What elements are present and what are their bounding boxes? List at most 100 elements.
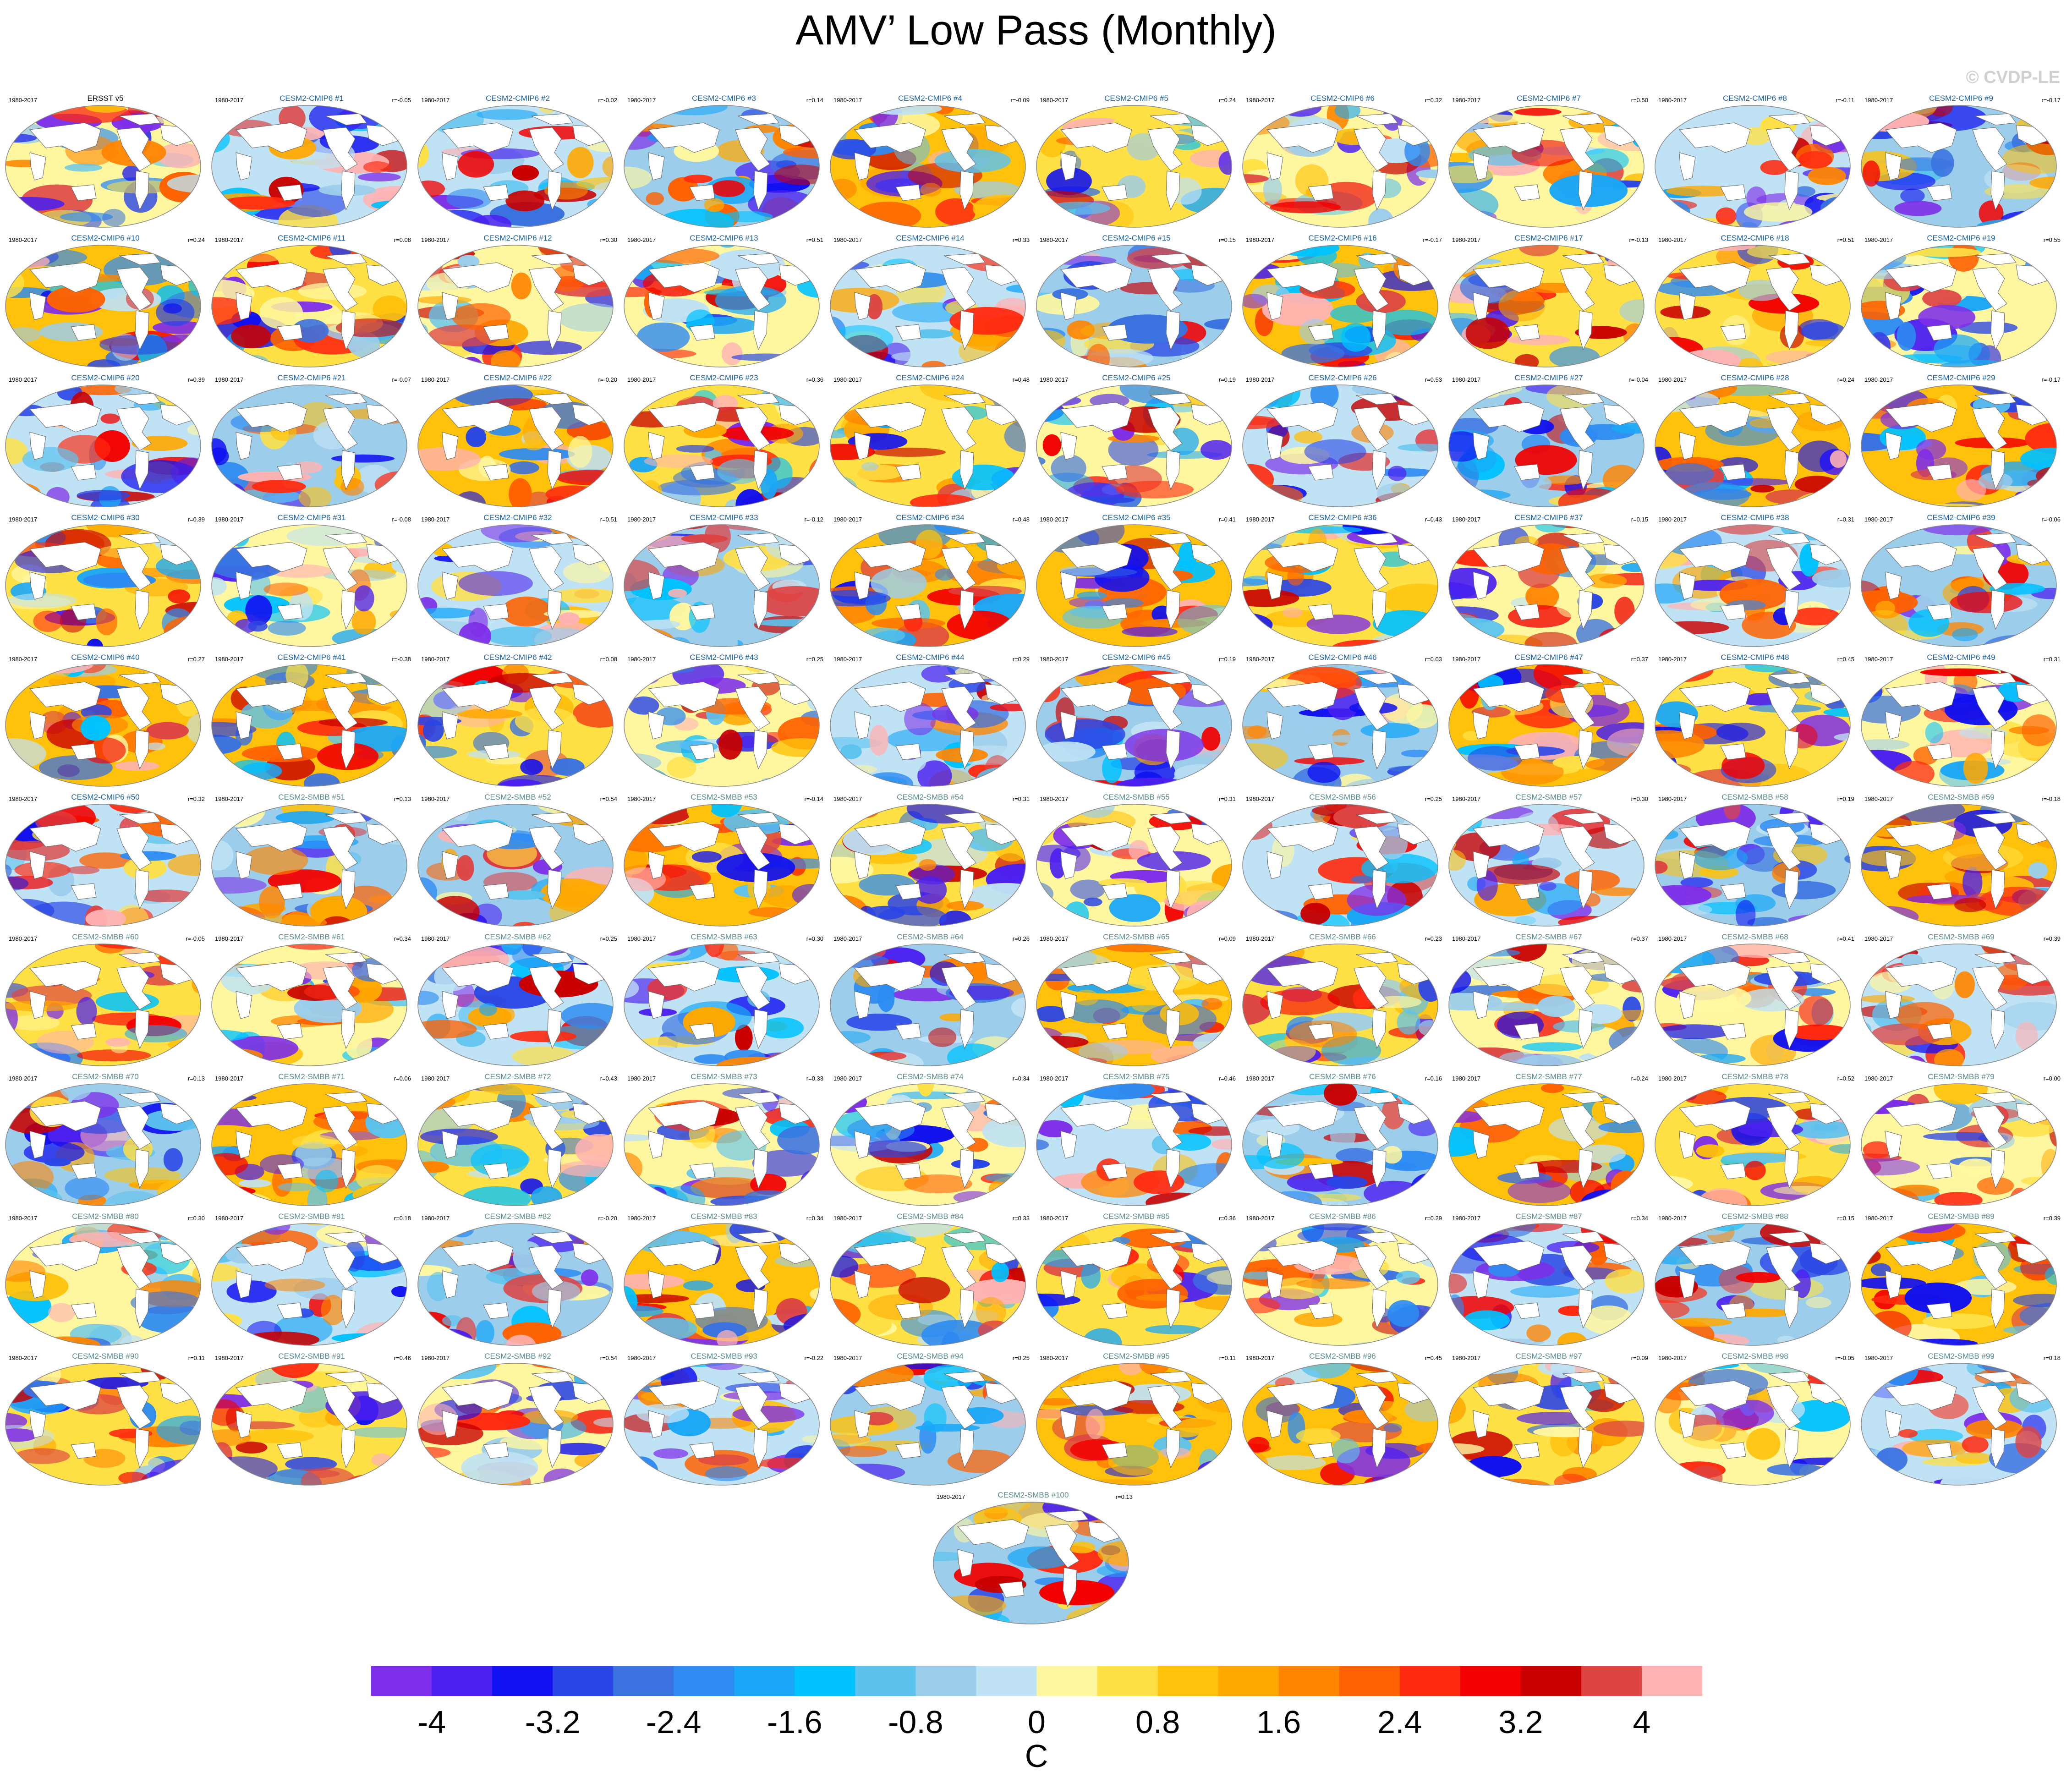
sst-anomaly-map [1036,944,1232,1066]
panel-period: 1980-2017 [1040,1075,1069,1082]
sst-anomaly-map [211,804,407,927]
panel-correlation: r=0.37 [1631,935,1648,942]
panel-title: CESM2-CMIP6 #44 [896,653,965,662]
panel-period: 1980-2017 [1452,1075,1481,1082]
panel-correlation: r=-0.14 [804,795,823,802]
panel-title: CESM2-SMBB #57 [1515,793,1582,801]
panel-period: 1980-2017 [833,97,862,104]
map-panel: 1980-2017 CESM2-CMIP6 #1 r=-0.05 [208,94,415,231]
panel-period: 1980-2017 [215,1355,244,1361]
panel-period: 1980-2017 [1040,795,1069,802]
sst-anomaly-map [830,1223,1026,1346]
panel-period: 1980-2017 [1040,516,1069,523]
panel-correlation: r=-0.20 [598,1215,617,1222]
panel-period: 1980-2017 [1040,97,1069,104]
map-panel: 1980-2017 CESM2-SMBB #71 r=0.06 [208,1072,415,1210]
panel-period: 1980-2017 [1040,656,1069,663]
sst-anomaly-map [1861,384,2057,507]
panel-title: CESM2-CMIP6 #32 [483,513,552,522]
panel-correlation: r=0.24 [1837,376,1854,383]
panel-period: 1980-2017 [1864,97,1893,104]
panel-title: CESM2-CMIP6 #49 [1927,653,1995,662]
panel-title: CESM2-SMBB #82 [484,1212,551,1221]
panel-title: CESM2-SMBB #64 [897,933,964,941]
panel-period: 1980-2017 [421,1355,450,1361]
panel-title: CESM2-CMIP6 #35 [1102,513,1171,522]
map-panel: 1980-2017 CESM2-CMIP6 #9 r=-0.17 [1858,94,2064,231]
panel-period: 1980-2017 [1040,376,1069,383]
sst-anomaly-map [5,245,201,368]
panel-title: CESM2-CMIP6 #3 [692,94,756,103]
map-panel: 1980-2017 CESM2-CMIP6 #8 r=-0.11 [1652,94,1858,231]
panel-title: CESM2-CMIP6 #37 [1514,513,1583,522]
panel-period: 1980-2017 [421,1215,450,1222]
panel-period: 1980-2017 [627,935,656,942]
sst-anomaly-map [5,1363,201,1486]
map-panel: 1980-2017 CESM2-SMBB #66 r=0.23 [1239,933,1446,1070]
sst-anomaly-map [830,105,1026,228]
panel-correlation: r=0.32 [187,795,205,802]
panel-correlation: r=0.33 [1012,236,1030,243]
panel-correlation: r=0.29 [1012,656,1030,663]
panel-correlation: r=0.18 [2043,1355,2061,1361]
colorbar-swatch [1278,1666,1340,1696]
colorbar-swatch [1460,1666,1521,1696]
colorbar-tick-label: 0.8 [1135,1704,1180,1740]
panel-period: 1980-2017 [1452,795,1481,802]
panel-correlation: r=0.41 [1837,935,1854,942]
panel-correlation: r=0.54 [600,1355,617,1361]
panel-correlation: r=0.48 [1012,376,1030,383]
panel-correlation: r=0.13 [187,1075,205,1082]
panel-correlation: r=0.52 [1837,1075,1854,1082]
sst-anomaly-map [417,1223,614,1346]
sst-anomaly-map [1655,524,1851,647]
panel-title: CESM2-CMIP6 #26 [1308,373,1377,382]
panel-title: CESM2-CMIP6 #48 [1721,653,1789,662]
panel-correlation: r=0.11 [188,1355,205,1361]
map-panel: 1980-2017 CESM2-SMBB #80 r=0.30 [2,1212,208,1350]
panel-period: 1980-2017 [1658,795,1687,802]
panel-period: 1980-2017 [627,97,656,104]
panel-period: 1980-2017 [1452,935,1481,942]
panel-period: 1980-2017 [1452,516,1481,523]
colorbar-swatch [795,1666,855,1696]
panel-correlation: r=-0.08 [392,516,411,523]
map-panel: 1980-2017 CESM2-SMBB #85 r=0.36 [1033,1212,1239,1350]
panel-correlation: r=-0.20 [598,376,617,383]
panel-title: CESM2-SMBB #56 [1309,793,1376,801]
sst-anomaly-map [211,1363,407,1486]
sst-anomaly-map [830,245,1026,368]
map-panel: 1980-2017 CESM2-SMBB #76 r=0.16 [1239,1072,1446,1210]
panel-period: 1980-2017 [1864,656,1893,663]
sst-anomaly-map [1655,664,1851,787]
panel-correlation: r=0.13 [1115,1493,1133,1500]
sst-anomaly-map [1448,1223,1644,1346]
sst-anomaly-map [417,524,614,647]
sst-anomaly-map [1036,245,1232,368]
sst-anomaly-map [624,105,820,228]
panel-correlation: r=-0.38 [392,656,411,663]
sst-anomaly-map [211,384,407,507]
sst-anomaly-map [1448,664,1644,787]
colorbar-swatch [855,1666,916,1696]
map-panel: 1980-2017 CESM2-CMIP6 #14 r=0.33 [827,234,1033,371]
colorbar-swatch [613,1666,674,1696]
panel-period: 1980-2017 [421,236,450,243]
panel-title: CESM2-CMIP6 #42 [483,653,552,662]
panel-title: CESM2-CMIP6 #16 [1308,234,1377,242]
map-panel: 1980-2017 CESM2-CMIP6 #19 r=0.55 [1858,234,2064,371]
panel-period: 1980-2017 [1452,97,1481,104]
panel-correlation: r=0.18 [394,1215,411,1222]
panel-title: CESM2-CMIP6 #45 [1102,653,1171,662]
panel-period: 1980-2017 [833,795,862,802]
sst-anomaly-map [1448,524,1644,647]
panel-period: 1980-2017 [1040,1355,1069,1361]
panel-title: ERSST v5 [87,94,124,103]
panel-correlation: r=0.34 [1012,1075,1030,1082]
map-panel: 1980-2017 CESM2-CMIP6 #29 r=-0.17 [1858,373,2064,511]
panel-correlation: r=0.34 [1631,1215,1648,1222]
sst-anomaly-map [1036,105,1232,228]
panel-title: CESM2-SMBB #61 [278,933,345,941]
map-panel: 1980-2017 CESM2-SMBB #56 r=0.25 [1239,793,1446,930]
